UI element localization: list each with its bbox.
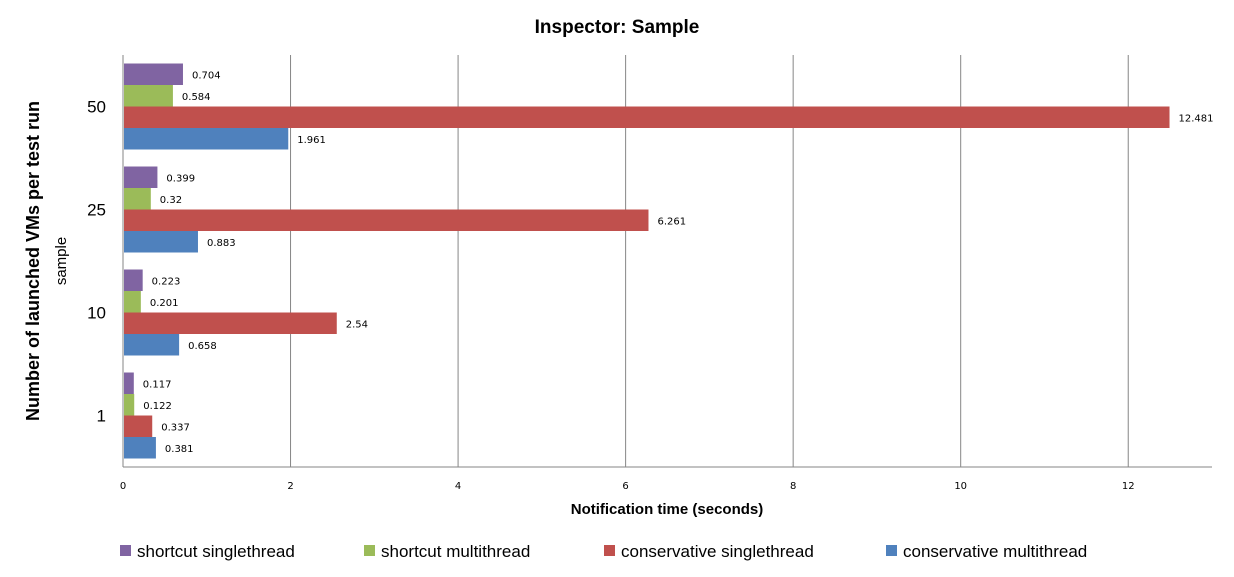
data-label: 0.883 [207, 238, 236, 249]
data-label: 1.961 [297, 135, 326, 146]
bar [124, 85, 173, 107]
chart-title: Inspector: Sample [535, 17, 700, 38]
data-label: 12.481 [1179, 113, 1214, 124]
legend-swatch [120, 545, 131, 556]
data-label: 0.223 [152, 276, 181, 287]
y-tick-label: 25 [87, 201, 106, 220]
bar [124, 312, 337, 334]
legend-item: shortcut singlethread [120, 542, 295, 561]
data-label: 0.32 [160, 195, 182, 206]
bar [124, 188, 151, 210]
x-tick-label: 8 [790, 481, 796, 492]
legend-swatch [886, 545, 897, 556]
data-label: 0.201 [150, 298, 179, 309]
x-tick-label: 0 [120, 481, 126, 492]
bar [124, 372, 134, 394]
bar [124, 437, 156, 459]
bar [124, 269, 143, 291]
legend-swatch [364, 545, 375, 556]
data-label: 0.658 [188, 341, 217, 352]
bar [124, 291, 141, 313]
bar [124, 415, 153, 437]
y-tick-label: 10 [87, 304, 106, 323]
data-label: 0.381 [165, 444, 194, 455]
legend-label: conservative singlethread [621, 542, 814, 561]
legend-item: conservative singlethread [604, 542, 814, 561]
legend-item: shortcut multithread [364, 542, 530, 561]
data-label: 0.704 [192, 70, 221, 81]
y-axis-title: Number of launched VMs per test run [23, 101, 43, 421]
bar [124, 334, 180, 356]
data-label: 0.117 [143, 379, 172, 390]
data-label: 0.337 [161, 422, 190, 433]
legend-label: conservative multithread [903, 542, 1087, 561]
bar [124, 166, 158, 188]
data-label: 6.261 [657, 216, 686, 227]
bar [124, 106, 1170, 128]
legend-swatch [604, 545, 615, 556]
x-tick-label: 12 [1122, 481, 1135, 492]
legend-label: shortcut multithread [381, 542, 530, 561]
legend-item: conservative multithread [886, 542, 1087, 561]
bar [124, 394, 135, 416]
bar [124, 63, 183, 85]
y-tick-label: 1 [97, 407, 106, 426]
x-tick-label: 6 [622, 481, 628, 492]
x-tick-label: 4 [455, 481, 461, 492]
data-label: 2.54 [346, 319, 368, 330]
data-label: 0.122 [143, 401, 172, 412]
x-axis-title: Notification time (seconds) [571, 501, 764, 518]
y-tick-label: 50 [87, 98, 106, 117]
y-axis-subtitle: sample [53, 237, 70, 285]
bar [124, 231, 198, 253]
legend-label: shortcut singlethread [137, 542, 295, 561]
bar [124, 209, 649, 231]
x-tick-label: 2 [287, 481, 293, 492]
bar [124, 128, 289, 150]
data-label: 0.399 [166, 173, 195, 184]
data-label: 0.584 [182, 92, 211, 103]
x-tick-label: 10 [954, 481, 967, 492]
